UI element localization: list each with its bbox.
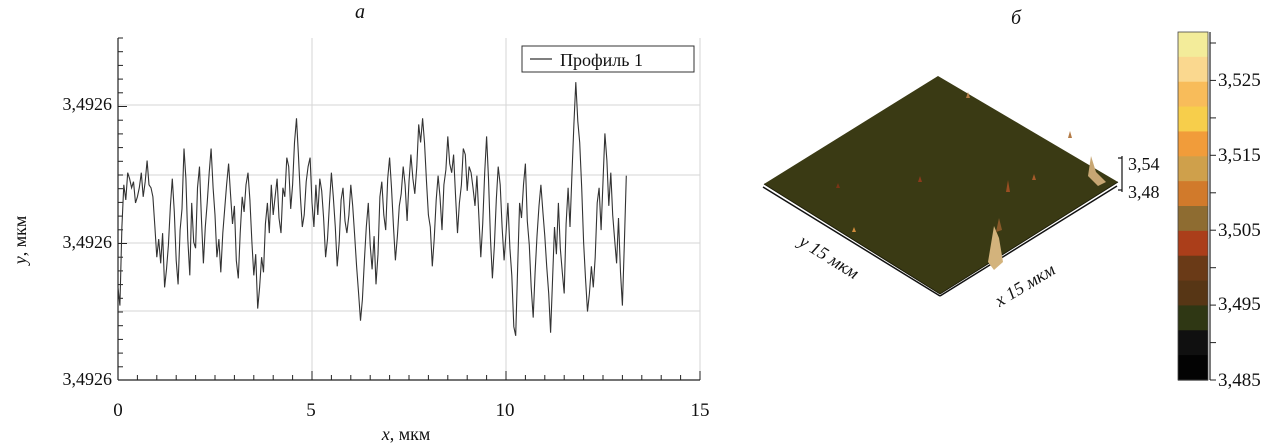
colorbar-swatch [1178,81,1208,108]
colorbar-swatch [1178,280,1208,307]
peak [966,92,970,98]
z-tick-label-top: 3,54 [1128,154,1160,174]
series-line-profile-1 [117,82,627,336]
colorbar-swatch [1178,355,1208,381]
colorbar-ticks [1210,42,1216,381]
y-tick-label-top: 3,4926 [63,94,113,114]
peak [996,218,1002,232]
surface-panel: б 3,54 3,48 [762,7,1261,391]
colorbar-swatch [1178,255,1208,282]
colorbar-swatch [1178,305,1208,331]
y-tick-label-mid: 3,4926 [63,232,113,252]
colorbar-swatch [1178,131,1208,157]
panel-a-label: а [355,1,365,23]
legend-label: Профиль 1 [560,50,643,70]
colorbar-tick-label-3-495: 3,495 [1218,294,1261,315]
surface-plane [764,76,1118,294]
colorbar-tick-label-3-525: 3,525 [1218,70,1261,91]
colorbar-swatch [1178,32,1208,58]
y-axis-var: y [10,256,30,266]
y-axis-unit: , мкм [10,216,30,257]
colorbar-tick-label-3-505: 3,505 [1218,220,1261,241]
colorbar-swatch [1178,230,1208,257]
colorbar-swatch [1178,330,1208,356]
x-axis-base [939,185,1118,297]
x-tick-label-5: 5 [306,400,316,421]
peak [1068,131,1072,138]
peak [1006,180,1010,192]
panel-b-label: б [1011,7,1022,29]
colorbar-swatch [1178,56,1208,83]
colorbar-swatch [1178,156,1208,182]
peak [988,226,1003,270]
x-axis-unit: , мкм [390,424,431,444]
y-tick-label-bottom: 3,4926 [63,369,113,389]
profile-chart: а 0 5 10 15 3,4926 3,4926 3,4926 x, мкм … [10,1,710,444]
x-axis-label-3d: x 15 мкм [990,259,1058,311]
peak [852,227,856,232]
y-axis-label: y, мкм [10,216,30,267]
colorbar-frame [1177,31,1209,381]
grid [118,38,701,380]
z-tick-label-bottom: 3,48 [1128,182,1160,202]
x-tick-label-0: 0 [113,400,123,421]
colorbar-tick-label-3-515: 3,515 [1218,145,1261,166]
peak [1032,174,1036,180]
x-axis-label: x, мкм [381,424,431,444]
surface-peaks [836,92,1106,270]
x-axis-var: x [381,424,390,444]
colorbar-swatch [1178,206,1208,232]
surface-edge-right [939,181,1119,295]
y-axis-base [762,186,941,297]
colorbar-swatches [1178,32,1208,381]
surface-3d: 3,54 3,48 x 15 мкм y 15 мкм [762,76,1160,311]
surface-edge-left [763,183,941,295]
x-tick-label-15: 15 [691,400,710,421]
peak [836,183,840,188]
peak [918,176,922,182]
peak [1088,156,1106,186]
colorbar-tick-label-3-485: 3,485 [1218,370,1261,391]
x-tick-label-10: 10 [496,400,515,421]
legend: Профиль 1 [521,45,695,73]
colorbar-swatch [1178,181,1208,207]
colorbar-swatch [1178,106,1208,133]
colorbar: 3,525 3,515 3,505 3,495 3,485 [1177,31,1261,391]
